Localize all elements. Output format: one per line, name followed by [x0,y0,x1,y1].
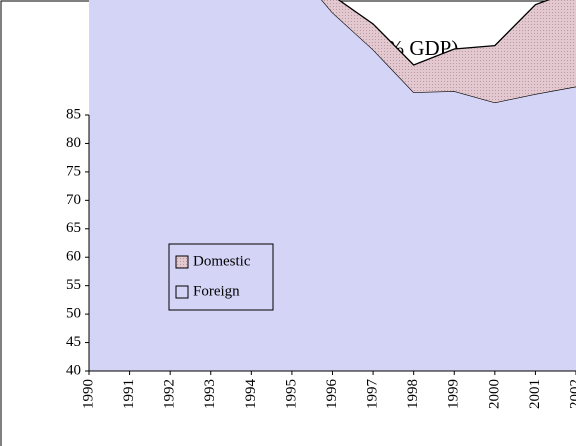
area-line [337,0,551,66]
x-tick-label: 1999 [446,379,462,409]
legend-swatch [175,255,189,269]
x-tick-label: 1991 [121,379,137,409]
x-tick-label: 1998 [405,379,421,409]
x-tick-label: 1994 [243,379,259,410]
y-tick-label: 45 [66,334,81,350]
x-tick-label: 2001 [527,379,543,409]
y-tick-label: 80 [66,135,81,151]
x-tick-label: 1990 [80,379,96,409]
y-tick-label: 50 [66,306,81,322]
x-tick-label: 1995 [283,379,299,409]
x-tick-label: 2002 [567,379,576,409]
x-tick-label: 1996 [324,379,340,410]
y-tick-label: 60 [66,249,81,265]
legend-label: Foreign [193,283,240,299]
plot-area: 40 45 50 55 60 65 70 75 80 85 1990 1991 1992 1993 1994… [66,0,576,409]
y-tick-label: 40 [66,362,81,378]
legend-swatch [175,285,189,299]
x-tick-label: 1992 [162,379,178,409]
legend-label: Domestic [193,253,251,269]
y-tick-label: 55 [66,277,81,293]
y-tick-label: 75 [66,163,81,179]
x-tick-label: 2000 [486,379,502,409]
x-tick-label: 1997 [365,379,381,410]
legend-box [168,243,274,311]
y-tick-label: 70 [66,192,81,208]
y-tick-label: 65 [66,220,81,236]
area-fill [89,0,576,371]
y-tick-label: 85 [66,106,81,122]
legend: Domestic Foreign [168,243,274,311]
x-tick-label: 1993 [202,379,218,409]
